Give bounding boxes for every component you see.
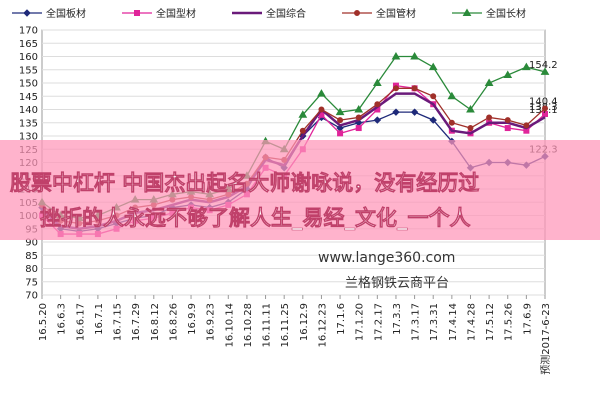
point	[448, 119, 455, 126]
point	[521, 62, 531, 71]
y-tick-label: 165	[19, 39, 38, 50]
point	[392, 108, 400, 116]
point	[411, 85, 418, 92]
legend-label: 全国板材	[46, 7, 86, 20]
x-tick-label: 16.8.26	[168, 303, 179, 341]
end-label: 154.2	[529, 60, 558, 71]
watermark-text: 股票中杠杆 中国杰出起名大师谢咏说，没有经历过	[10, 171, 479, 195]
point	[430, 93, 437, 100]
y-tick-label: 75	[25, 277, 38, 288]
point	[523, 122, 530, 129]
point	[391, 52, 401, 60]
point	[354, 105, 364, 113]
x-tick-label: 17.2.17	[373, 303, 384, 341]
point	[372, 78, 382, 86]
point	[134, 10, 140, 16]
x-tick-label: 17.6.9	[522, 303, 533, 335]
point	[540, 67, 550, 75]
point	[504, 125, 511, 132]
y-tick-label: 145	[19, 92, 38, 103]
point	[486, 114, 493, 121]
legend-label: 全国长材	[486, 7, 526, 20]
x-tick-label: 16.10.14	[224, 303, 235, 348]
watermark-band	[0, 140, 600, 240]
point	[299, 127, 306, 134]
point	[317, 89, 326, 97]
y-tick-label: 150	[19, 79, 38, 90]
y-tick-label: 170	[19, 26, 38, 37]
point	[447, 91, 457, 100]
x-tick-label: 17.1.6	[336, 303, 347, 335]
x-tick-label: 16.9.9	[187, 303, 198, 335]
x-tick-label: 17.3.17	[411, 303, 422, 341]
x-tick-label: 16.8.12	[150, 303, 161, 341]
y-tick-label: 155	[19, 65, 38, 76]
x-tick-label: 17.4.28	[466, 303, 477, 341]
x-tick-label: 16.7.15	[113, 303, 124, 341]
x-tick-label: 预测2017-6-23	[539, 303, 552, 375]
y-tick-label: 160	[19, 52, 38, 63]
x-tick-label: 16.6.17	[75, 303, 86, 341]
legend-label: 全国型材	[156, 7, 196, 20]
x-tick-label: 16.7.29	[131, 303, 142, 341]
x-tick-label: 17.5.26	[504, 303, 515, 341]
end-label: 140.4	[529, 96, 558, 107]
point	[355, 125, 362, 132]
point	[392, 85, 399, 92]
y-tick-label: 140	[19, 105, 38, 116]
point	[429, 116, 437, 124]
y-tick-label: 90	[25, 238, 38, 249]
x-tick-label: 16.12.23	[317, 303, 328, 348]
x-tick-label: 17.5.12	[485, 303, 496, 341]
x-tick-label: 16.11.25	[280, 303, 291, 348]
point	[410, 52, 419, 60]
x-tick-label: 16.5.20	[38, 303, 49, 341]
point	[374, 101, 381, 108]
point	[354, 10, 360, 16]
site-text: www.lange360.com	[318, 250, 455, 266]
x-tick-label: 16.11.11	[262, 303, 273, 348]
y-tick-label: 135	[19, 118, 38, 129]
point	[410, 108, 419, 116]
legend-label: 全国综合	[266, 7, 306, 20]
point	[335, 107, 345, 116]
legend-label: 全国管材	[376, 7, 416, 20]
x-tick-label: 17.3.3	[392, 303, 403, 335]
point	[428, 62, 438, 71]
point	[462, 8, 472, 16]
x-tick-label: 16.6.3	[57, 303, 68, 335]
watermark-text: 挫折的人永远不够了解人生_易经_文化_一个人	[40, 206, 471, 230]
x-tick-label: 16.10.28	[243, 303, 254, 348]
point	[467, 125, 474, 132]
point	[503, 70, 513, 79]
x-tick-label: 17.1.20	[355, 303, 366, 341]
point	[542, 111, 548, 118]
platform-text: 兰格钢铁云商平台	[345, 275, 449, 291]
x-tick-label: 17.3.31	[429, 303, 440, 341]
y-tick-label: 85	[25, 251, 38, 262]
point	[355, 114, 362, 121]
point	[318, 106, 325, 113]
x-tick-label: 16.9.23	[206, 303, 217, 341]
x-tick-label: 16.7.1	[94, 303, 105, 335]
y-tick-label: 70	[25, 291, 38, 302]
point	[373, 116, 382, 124]
x-tick-label: 16.12.9	[299, 303, 310, 341]
point	[337, 117, 344, 124]
point	[542, 105, 548, 112]
point	[298, 110, 308, 118]
x-tick-label: 17.4.14	[448, 303, 459, 341]
point	[504, 117, 511, 124]
point	[23, 9, 31, 17]
y-tick-label: 130	[19, 132, 38, 143]
point	[484, 78, 494, 86]
y-tick-label: 80	[25, 264, 38, 275]
point	[466, 105, 475, 113]
point	[337, 130, 344, 137]
